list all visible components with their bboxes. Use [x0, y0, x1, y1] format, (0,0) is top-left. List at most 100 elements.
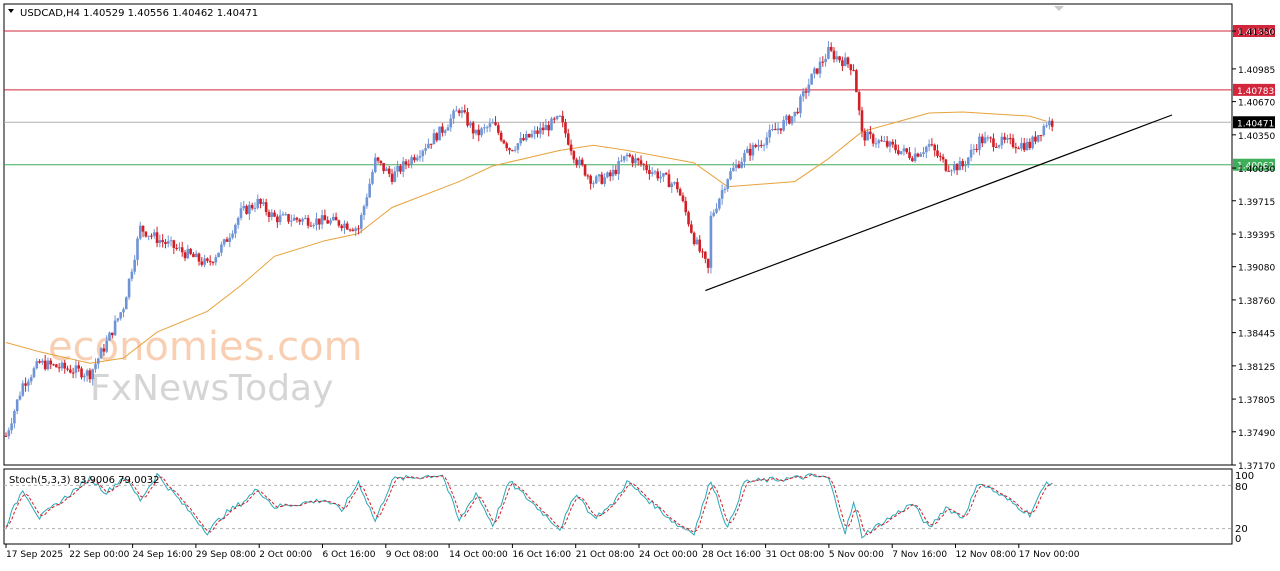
candle-body-186 [525, 133, 528, 141]
candle-body-107 [304, 217, 307, 219]
candle-body-370 [1039, 135, 1043, 137]
candle-body-194 [547, 124, 550, 131]
candle-body-144 [407, 164, 411, 166]
time-label-14: 7 Nov 16:00 [892, 550, 947, 560]
candle-body-32 [94, 363, 97, 370]
candle-body-179 [505, 143, 509, 149]
candle-body-230 [648, 170, 651, 175]
candle-body-58 [166, 241, 170, 244]
candle-body-184 [519, 137, 523, 144]
candle-body-219 [617, 161, 620, 175]
watermark-fxnewstoday: FxNewsToday [90, 368, 333, 409]
candle-body-188 [530, 133, 534, 138]
candle-body-243 [684, 200, 688, 213]
candle-body-13 [41, 360, 44, 363]
stochastic-label: Stoch(5,3,3) 83.9006 79.0032 [9, 475, 160, 486]
candle-body-350 [983, 137, 987, 144]
stoch-signal-line [5, 473, 1053, 536]
price-panel [3, 3, 1233, 466]
candle-body-36 [105, 340, 109, 352]
candle-body-37 [108, 332, 111, 341]
price-tick-label-9: 1.38445 [1238, 330, 1275, 340]
candle-body-146 [413, 157, 416, 161]
candle-body-110 [312, 225, 316, 227]
candle-body-25 [74, 365, 78, 373]
candle-body-100 [284, 214, 288, 216]
candle-body-23 [69, 369, 72, 373]
candle-body-298 [838, 56, 841, 61]
time-label-5: 6 Oct 16:00 [323, 550, 376, 560]
candle-body-358 [1006, 138, 1009, 140]
candle-body-360 [1011, 138, 1015, 148]
candle-body-187 [527, 133, 531, 138]
candle-body-293 [824, 58, 827, 63]
candle-body-137 [387, 168, 391, 174]
candle-body-234 [659, 176, 662, 179]
candle-body-338 [950, 170, 953, 172]
candle-body-319 [897, 150, 900, 155]
candle-body-157 [443, 130, 447, 133]
candle-body-218 [614, 169, 618, 175]
horizontal-levels: 1.41350 1.40783 1.40471 1.40062 [4, 25, 1275, 172]
candle-body-93 [264, 202, 268, 212]
symbol-dropdown-icon[interactable] [8, 9, 14, 13]
candle-body-312 [877, 140, 881, 144]
candle-body-66 [189, 248, 192, 254]
candle-body-1 [7, 430, 11, 437]
candle-body-52 [150, 235, 153, 237]
candle-body-320 [899, 151, 903, 155]
candle-body-260 [732, 167, 735, 172]
candle-body-126 [357, 228, 360, 230]
candle-body-341 [958, 161, 962, 171]
candle-body-104 [295, 217, 299, 220]
candle-body-108 [306, 217, 310, 226]
candle-body-205 [578, 159, 581, 166]
candle-body-301 [846, 57, 850, 65]
candle-body-296 [832, 50, 836, 60]
price-tick-label-2: 1.40670 [1238, 99, 1275, 109]
candle-body-164 [463, 110, 467, 113]
candle-body-308 [866, 131, 869, 141]
candle-body-19 [57, 367, 61, 369]
candle-body-255 [718, 198, 721, 209]
candle-body-334 [939, 155, 942, 157]
candle-body-151 [427, 143, 430, 149]
candle-body-279 [785, 115, 788, 121]
candle-body-216 [608, 172, 612, 177]
candle-body-348 [978, 136, 981, 150]
candle-body-169 [477, 129, 481, 136]
candle-body-141 [399, 165, 402, 172]
candle-body-333 [936, 150, 939, 156]
candle-body-175 [494, 122, 497, 126]
candle-body-6 [21, 383, 25, 396]
candle-body-199 [561, 115, 564, 123]
candle-body-135 [382, 163, 385, 172]
candle-body-176 [497, 125, 500, 133]
price-axis: 1.41350 1.40985 1.40670 1.40350 1.40030 1.397… [1232, 28, 1275, 472]
candle-body-90 [256, 199, 260, 208]
candle-body-39 [113, 320, 117, 336]
candle-body-154 [435, 133, 439, 141]
candle-body-136 [385, 168, 388, 172]
candle-body-251 [706, 258, 710, 268]
candle-body-121 [343, 223, 346, 229]
candle-body-159 [449, 118, 453, 128]
candle-body-339 [952, 164, 956, 171]
level-label-3: 1.40062 [1237, 162, 1274, 172]
candle-body-254 [715, 208, 718, 213]
candle-body-361 [1014, 147, 1018, 149]
candle-body-30 [88, 370, 92, 380]
candle-body-367 [1031, 136, 1034, 148]
candle-body-266 [748, 148, 752, 156]
candles [4, 41, 1054, 440]
time-label-11: 28 Oct 16:00 [702, 550, 761, 560]
price-tick-label-4: 1.40030 [1238, 165, 1275, 175]
candle-body-272 [765, 137, 769, 145]
candle-body-213 [600, 174, 604, 184]
candle-body-256 [720, 190, 724, 199]
candle-body-92 [262, 202, 265, 204]
candle-body-70 [200, 261, 204, 265]
candle-body-5 [18, 395, 22, 400]
candle-body-63 [180, 247, 184, 253]
candle-body-259 [729, 171, 732, 180]
